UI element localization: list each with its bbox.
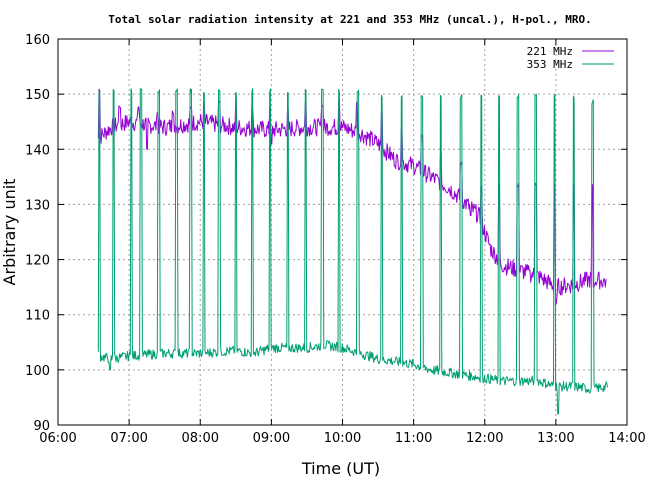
x-tick-label: 12:00 xyxy=(466,431,503,446)
series-line-221-mhz xyxy=(97,88,607,305)
y-tick-label: 120 xyxy=(25,254,50,269)
x-tick-label: 14:00 xyxy=(608,431,645,446)
x-axis-label: Time (UT) xyxy=(301,459,380,478)
chart-title: Total solar radiation intensity at 221 a… xyxy=(108,13,591,26)
axes: 06:00 07:00 08:00 09:00 10:00 11:00 12:00 13:00… xyxy=(25,33,646,446)
legend-label: 353 MHz xyxy=(527,58,573,71)
legend-label: 221 MHz xyxy=(527,45,573,58)
series-line-353-mhz xyxy=(97,88,609,415)
y-tick-label: 140 xyxy=(25,143,50,158)
grid-lines xyxy=(58,39,627,425)
y-tick-label: 110 xyxy=(25,309,50,324)
x-tick-label: 08:00 xyxy=(182,431,219,446)
x-tick-label: 11:00 xyxy=(395,431,432,446)
y-tick-label: 130 xyxy=(25,198,50,213)
plot-frame xyxy=(57,38,628,426)
y-tick-label: 160 xyxy=(25,33,50,48)
x-tick-label: 10:00 xyxy=(324,431,361,446)
y-tick-label: 150 xyxy=(25,88,50,103)
x-tick-label: 07:00 xyxy=(110,431,147,446)
y-tick-label: 90 xyxy=(33,419,50,434)
y-tick-label: 100 xyxy=(25,364,50,379)
x-tick-label: 06:00 xyxy=(39,431,76,446)
x-tick-label: 13:00 xyxy=(537,431,574,446)
series-layer xyxy=(97,88,609,415)
x-tick-label: 09:00 xyxy=(253,431,290,446)
y-axis-label: Arbitrary unit xyxy=(0,179,19,286)
